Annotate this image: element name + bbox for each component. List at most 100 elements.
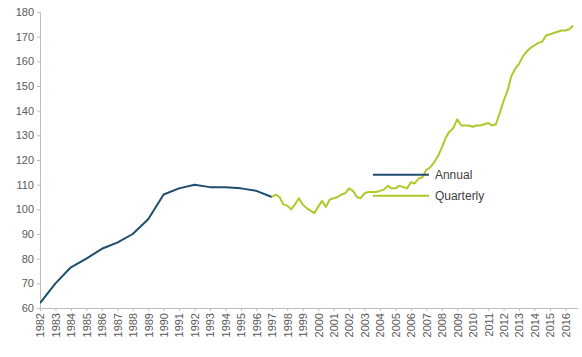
- y-tick-mark: [37, 308, 40, 309]
- x-tick-mark: [195, 308, 196, 311]
- series-line: [40, 185, 272, 303]
- y-tick-label: 100: [16, 203, 34, 215]
- x-tick-mark: [303, 308, 304, 311]
- legend-item: Quarterly: [373, 189, 484, 203]
- x-tick-label: 1986: [96, 313, 108, 337]
- y-tick-mark: [37, 37, 40, 38]
- x-tick: 2014: [529, 308, 541, 337]
- y-tick: 60: [22, 302, 40, 314]
- x-tick-mark: [504, 308, 505, 311]
- x-tick-label: 2010: [467, 313, 479, 337]
- y-tick: 160: [16, 55, 40, 67]
- x-tick-mark: [102, 308, 103, 311]
- y-tick: 110: [16, 179, 40, 191]
- x-tick: 2005: [390, 308, 402, 337]
- x-tick-label: 1992: [189, 313, 201, 337]
- x-tick-mark: [535, 308, 536, 311]
- x-tick: 1997: [266, 308, 278, 337]
- y-axis-line: [40, 13, 41, 309]
- y-tick-mark: [37, 135, 40, 136]
- y-tick: 90: [22, 228, 40, 240]
- x-tick-label: 1993: [204, 313, 216, 337]
- x-tick-mark: [40, 308, 41, 311]
- legend-swatch: [373, 174, 429, 176]
- x-tick: 2008: [436, 308, 448, 337]
- y-tick-label: 110: [16, 179, 34, 191]
- x-tick-label: 1985: [81, 313, 93, 337]
- x-tick: 1993: [204, 308, 216, 337]
- x-tick: 2007: [421, 308, 433, 337]
- x-tick-mark: [71, 308, 72, 311]
- x-tick-label: 1982: [34, 313, 46, 337]
- legend-label: Annual: [435, 168, 472, 182]
- x-tick: 2003: [359, 308, 371, 337]
- x-tick: 1996: [251, 308, 263, 337]
- x-tick: 2013: [513, 308, 525, 337]
- x-tick: 2012: [498, 308, 510, 337]
- y-tick-mark: [37, 12, 40, 13]
- x-tick-label: 2004: [374, 313, 386, 337]
- x-tick-mark: [457, 308, 458, 311]
- x-tick-label: 2016: [560, 313, 572, 337]
- y-tick-mark: [37, 86, 40, 87]
- x-tick: 1982: [34, 308, 46, 337]
- x-tick-mark: [349, 308, 350, 311]
- y-tick: 150: [16, 80, 40, 92]
- x-tick-label: 1997: [266, 313, 278, 337]
- x-tick-mark: [55, 308, 56, 311]
- y-tick: 100: [16, 203, 40, 215]
- y-tick: 170: [16, 31, 40, 43]
- x-tick-label: 2006: [405, 313, 417, 337]
- x-tick: 1995: [235, 308, 247, 337]
- y-tick-mark: [37, 234, 40, 235]
- y-tick-label: 80: [22, 253, 34, 265]
- x-tick-label: 2003: [359, 313, 371, 337]
- y-tick-mark: [37, 185, 40, 186]
- x-tick-mark: [148, 308, 149, 311]
- x-tick-label: 2002: [343, 313, 355, 337]
- legend: Annual Quarterly: [373, 168, 484, 203]
- x-tick-mark: [395, 308, 396, 311]
- y-tick-label: 140: [16, 105, 34, 117]
- legend-label: Quarterly: [435, 189, 484, 203]
- x-tick-label: 2015: [544, 313, 556, 337]
- x-axis-line: [41, 308, 578, 309]
- x-tick: 2016: [560, 308, 572, 337]
- x-tick: 1991: [173, 308, 185, 337]
- x-tick: 1999: [297, 308, 309, 337]
- y-tick-label: 180: [16, 6, 34, 18]
- x-tick-mark: [426, 308, 427, 311]
- y-tick: 130: [16, 129, 40, 141]
- x-tick: 1992: [189, 308, 201, 337]
- x-tick-label: 2005: [390, 313, 402, 337]
- x-tick: 1990: [158, 308, 170, 337]
- x-tick-label: 2012: [498, 313, 510, 337]
- x-tick: 2001: [328, 308, 340, 337]
- x-tick-mark: [241, 308, 242, 311]
- y-tick: 70: [22, 277, 40, 289]
- x-tick: 1986: [96, 308, 108, 337]
- y-tick-mark: [37, 111, 40, 112]
- x-tick: 1984: [65, 308, 77, 337]
- x-tick-mark: [318, 308, 319, 311]
- x-tick: 2004: [374, 308, 386, 337]
- x-tick-label: 2013: [513, 313, 525, 337]
- x-tick: 2010: [467, 308, 479, 337]
- x-tick-label: 1994: [220, 313, 232, 337]
- x-tick-label: 1998: [282, 313, 294, 337]
- y-tick-label: 90: [22, 228, 34, 240]
- x-tick: 2006: [405, 308, 417, 337]
- x-tick: 2011: [482, 308, 494, 337]
- x-tick-label: 2009: [452, 313, 464, 337]
- x-tick-mark: [334, 308, 335, 311]
- x-tick: 2002: [343, 308, 355, 337]
- x-tick-mark: [473, 308, 474, 311]
- plot: 60 70 80 90 100 110 120 130 140 150 160 170 180 1982 1…: [16, 6, 578, 337]
- x-tick: 2015: [544, 308, 556, 337]
- x-tick-mark: [133, 308, 134, 311]
- x-tick: 1998: [282, 308, 294, 337]
- y-tick-label: 130: [16, 129, 34, 141]
- x-tick-label: 1995: [235, 313, 247, 337]
- y-tick-label: 120: [16, 154, 34, 166]
- x-tick-mark: [365, 308, 366, 311]
